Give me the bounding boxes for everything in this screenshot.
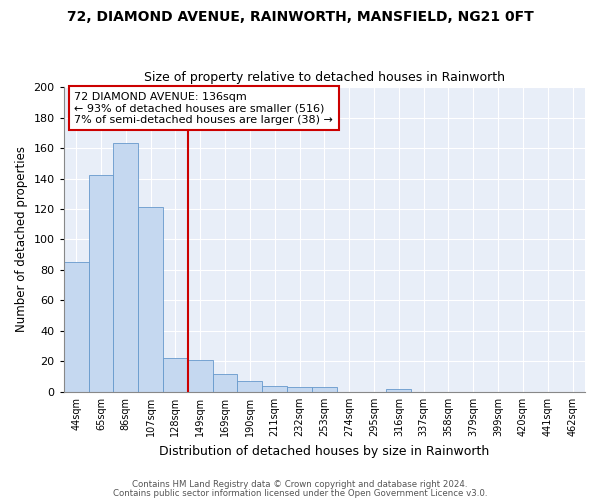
Bar [212,374,238,392]
Title: Size of property relative to detached houses in Rainworth: Size of property relative to detached ho… [144,72,505,85]
Bar [287,388,312,392]
X-axis label: Distribution of detached houses by size in Rainworth: Distribution of detached houses by size … [159,444,490,458]
Text: Contains HM Land Registry data © Crown copyright and database right 2024.: Contains HM Land Registry data © Crown c… [132,480,468,489]
Bar [138,208,163,392]
Bar [188,360,212,392]
Text: Contains public sector information licensed under the Open Government Licence v3: Contains public sector information licen… [113,489,487,498]
Bar [64,262,89,392]
Text: 72 DIAMOND AVENUE: 136sqm
← 93% of detached houses are smaller (516)
7% of semi-: 72 DIAMOND AVENUE: 136sqm ← 93% of detac… [74,92,333,125]
Bar [238,382,262,392]
Bar [312,388,337,392]
Bar [113,144,138,392]
Bar [163,358,188,392]
Y-axis label: Number of detached properties: Number of detached properties [15,146,28,332]
Bar [262,386,287,392]
Bar [89,176,113,392]
Text: 72, DIAMOND AVENUE, RAINWORTH, MANSFIELD, NG21 0FT: 72, DIAMOND AVENUE, RAINWORTH, MANSFIELD… [67,10,533,24]
Bar [386,389,411,392]
